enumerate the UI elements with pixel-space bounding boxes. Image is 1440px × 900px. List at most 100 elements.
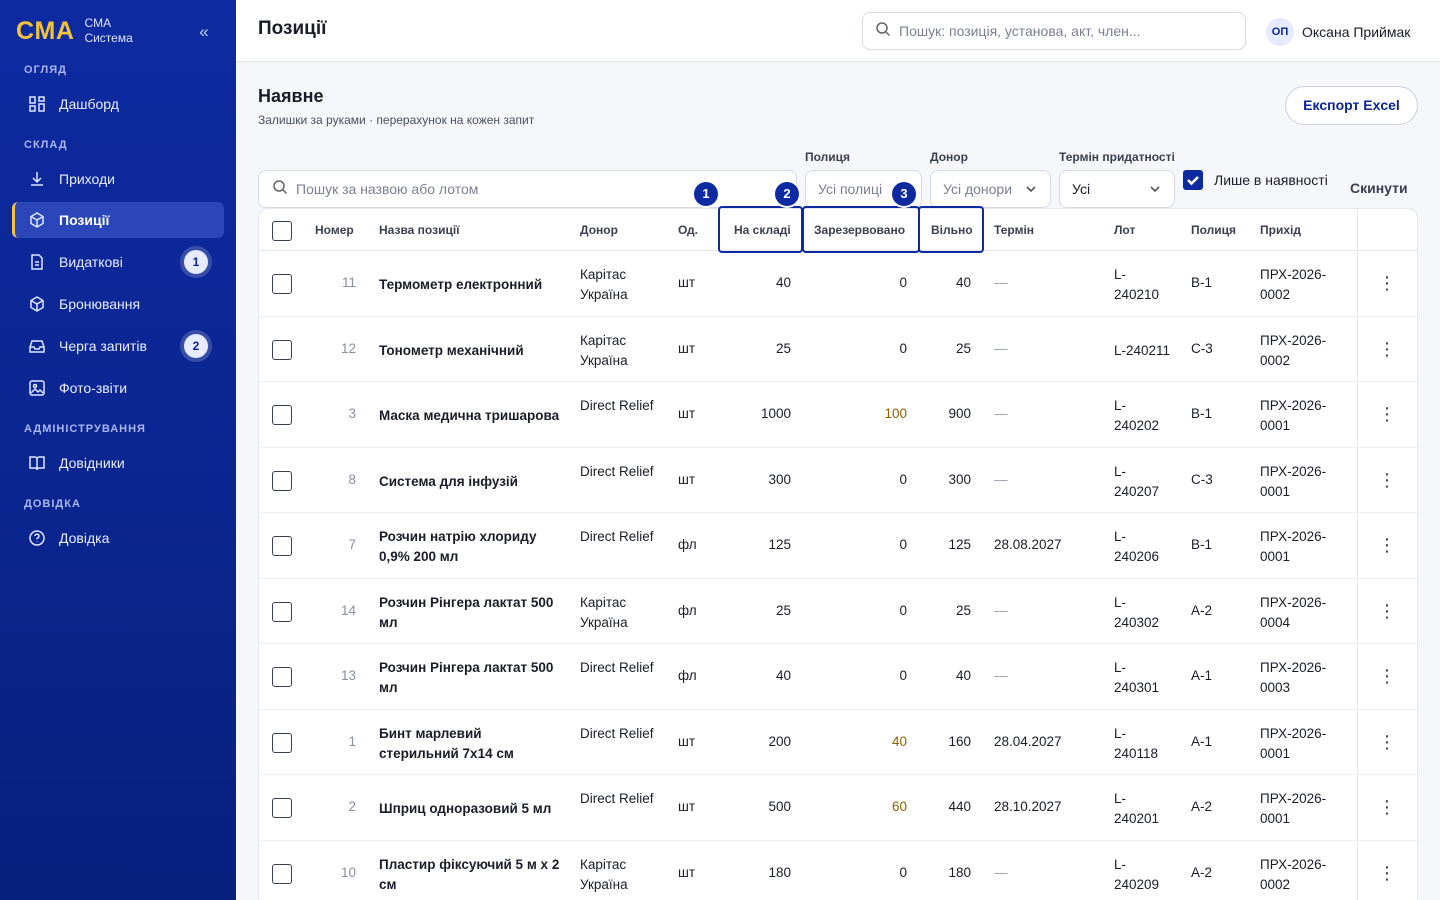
- row-name[interactable]: Пластир фіксуючий 5 м х 2 см: [379, 856, 560, 892]
- row-reserved: 0: [899, 864, 907, 880]
- row-name[interactable]: Розчин Рінгера лактат 500 мл: [379, 660, 554, 695]
- table-row[interactable]: 14 Розчин Рінгера лактат 500 мл Карітас Ук…: [259, 579, 1417, 644]
- row-checkbox[interactable]: [272, 405, 292, 425]
- row-actions-icon[interactable]: ⋮: [1378, 862, 1396, 883]
- row-number: 10: [340, 864, 356, 880]
- col-income[interactable]: Прихід: [1260, 223, 1301, 237]
- table-row[interactable]: 2 Шприц одноразовий 5 мл Direct Relief шт 50…: [259, 775, 1417, 841]
- select-all-checkbox[interactable]: [272, 221, 292, 241]
- col-term[interactable]: Термін: [994, 223, 1035, 237]
- sidebar-item-reservations[interactable]: Бронювання: [12, 286, 224, 322]
- expiry-select[interactable]: Усі: [1059, 170, 1175, 208]
- table-row[interactable]: 1 Бинт марлевий стерильний 7х14 см Direct …: [259, 710, 1417, 775]
- sidebar-item-photo-reports[interactable]: Фото-звіти: [12, 370, 224, 406]
- row-reserved: 100: [884, 406, 907, 421]
- table-row[interactable]: 10 Пластир фіксуючий 5 м х 2 см Карітас Ук…: [259, 841, 1417, 900]
- row-actions-icon[interactable]: ⋮: [1378, 797, 1396, 817]
- table-row[interactable]: 12 Тонометр механічний Карітас Україна шт 25…: [259, 317, 1417, 382]
- row-checkbox[interactable]: [272, 667, 292, 687]
- brand-line1: CMA: [84, 16, 112, 30]
- row-term: —: [994, 668, 1008, 683]
- row-income[interactable]: ПРХ-2026-0001: [1260, 463, 1327, 499]
- col-unit[interactable]: Од.: [678, 223, 698, 237]
- row-unit: шт: [678, 864, 696, 880]
- row-checkbox[interactable]: [272, 470, 292, 491]
- table-row[interactable]: 11 Термометр електронний Карітас Україна шт…: [259, 251, 1417, 317]
- sidebar-item-request-queue[interactable]: Черга запитів 2: [12, 328, 224, 364]
- row-checkbox[interactable]: [272, 536, 292, 556]
- user-menu[interactable]: ОП Оксана Приймак: [1266, 18, 1410, 46]
- row-unit: фл: [678, 537, 697, 552]
- sidebar-item-receipts[interactable]: Приходи: [12, 161, 224, 197]
- row-income[interactable]: ПРХ-2026-0001: [1260, 398, 1327, 433]
- export-excel-button[interactable]: Експорт Excel: [1285, 86, 1418, 125]
- table-row[interactable]: 7 Розчин натрію хлориду 0,9% 200 мл Direct…: [259, 513, 1417, 579]
- row-unit: шт: [678, 733, 696, 749]
- row-actions-icon[interactable]: ⋮: [1378, 600, 1396, 621]
- reset-filters-button[interactable]: Скинути: [1350, 180, 1408, 196]
- row-checkbox[interactable]: [272, 732, 292, 753]
- sidebar-item-outgoing[interactable]: Видаткові 1: [12, 244, 224, 280]
- sidebar-item-help[interactable]: Довідка: [12, 520, 224, 556]
- col-free[interactable]: Вільно: [931, 223, 973, 237]
- table-row[interactable]: 13 Розчин Рінгера лактат 500 мл Direct Rel…: [259, 644, 1417, 710]
- row-income[interactable]: ПРХ-2026-0002: [1260, 267, 1327, 302]
- table-row[interactable]: 8 Система для інфузій Direct Relief шт 300 0 3…: [259, 448, 1417, 513]
- collapse-sidebar-icon[interactable]: «: [199, 22, 209, 41]
- row-income[interactable]: ПРХ-2026-0004: [1260, 594, 1327, 630]
- row-name[interactable]: Тонометр механічний: [379, 342, 524, 358]
- row-actions-icon[interactable]: ⋮: [1378, 731, 1396, 752]
- row-number: 13: [340, 668, 356, 683]
- row-checkbox[interactable]: [272, 798, 292, 818]
- row-actions-icon[interactable]: ⋮: [1378, 338, 1396, 359]
- row-income[interactable]: ПРХ-2026-0003: [1260, 660, 1327, 695]
- instock-label: Лише в наявності: [1214, 172, 1328, 188]
- row-name[interactable]: Система для інфузій: [379, 473, 518, 489]
- col-shelf[interactable]: Полиця: [1191, 223, 1237, 237]
- row-term: —: [994, 340, 1008, 356]
- row-name[interactable]: Маска медична тришарова: [379, 408, 560, 423]
- row-name[interactable]: Бинт марлевий стерильний 7х14 см: [379, 725, 514, 761]
- brand[interactable]: CMA CMA Система: [16, 16, 133, 46]
- row-income[interactable]: ПРХ-2026-0002: [1260, 856, 1327, 892]
- row-name[interactable]: Шприц одноразовий 5 мл: [379, 801, 552, 816]
- row-actions-icon[interactable]: ⋮: [1378, 469, 1396, 490]
- row-actions-icon[interactable]: ⋮: [1378, 666, 1396, 686]
- col-stock[interactable]: На складі: [734, 223, 791, 237]
- sidebar-item-directories[interactable]: Довідники: [12, 445, 224, 481]
- row-income[interactable]: ПРХ-2026-0001: [1260, 529, 1327, 564]
- row-income[interactable]: ПРХ-2026-0001: [1260, 725, 1327, 761]
- row-shelf: B-1: [1191, 537, 1213, 552]
- item-search-input[interactable]: [296, 181, 776, 197]
- row-actions-icon[interactable]: ⋮: [1378, 273, 1396, 293]
- row-income[interactable]: ПРХ-2026-0002: [1260, 332, 1327, 368]
- col-name[interactable]: Назва позиції: [379, 223, 460, 237]
- chevron-down-icon: [1024, 182, 1038, 196]
- row-name[interactable]: Термометр електронний: [379, 277, 543, 292]
- row-name[interactable]: Розчин натрію хлориду 0,9% 200 мл: [379, 529, 537, 564]
- row-checkbox[interactable]: [272, 863, 292, 884]
- col-reserved[interactable]: Зарезервовано: [814, 223, 906, 237]
- sidebar-item-positions[interactable]: Позиції: [12, 202, 224, 238]
- row-number: 11: [341, 275, 356, 290]
- row-checkbox[interactable]: [272, 339, 292, 360]
- col-donor[interactable]: Донор: [580, 223, 618, 237]
- row-income[interactable]: ПРХ-2026-0001: [1260, 791, 1327, 826]
- donor-select[interactable]: Усі донори: [930, 170, 1051, 208]
- instock-toggle[interactable]: Лише в наявності: [1183, 170, 1328, 190]
- instock-checkbox[interactable]: [1183, 170, 1203, 190]
- row-name[interactable]: Розчин Рінгера лактат 500 мл: [379, 594, 554, 630]
- row-actions-icon[interactable]: ⋮: [1378, 535, 1396, 555]
- table-row[interactable]: 3 Маска медична тришарова Direct Relief шт 1…: [259, 382, 1417, 448]
- row-checkbox[interactable]: [272, 274, 292, 294]
- nav-section-overview: ОГЛЯД: [24, 64, 67, 76]
- download-icon: [28, 170, 46, 188]
- global-search[interactable]: [862, 12, 1246, 50]
- col-lot[interactable]: Лот: [1114, 223, 1136, 237]
- sidebar-item-dashboard[interactable]: Дашборд: [12, 86, 224, 122]
- global-search-input[interactable]: [899, 23, 1229, 39]
- row-checkbox[interactable]: [272, 601, 292, 622]
- sidebar-item-label: Довідники: [59, 455, 125, 471]
- row-actions-icon[interactable]: ⋮: [1378, 404, 1396, 424]
- col-number[interactable]: Номер: [315, 223, 354, 237]
